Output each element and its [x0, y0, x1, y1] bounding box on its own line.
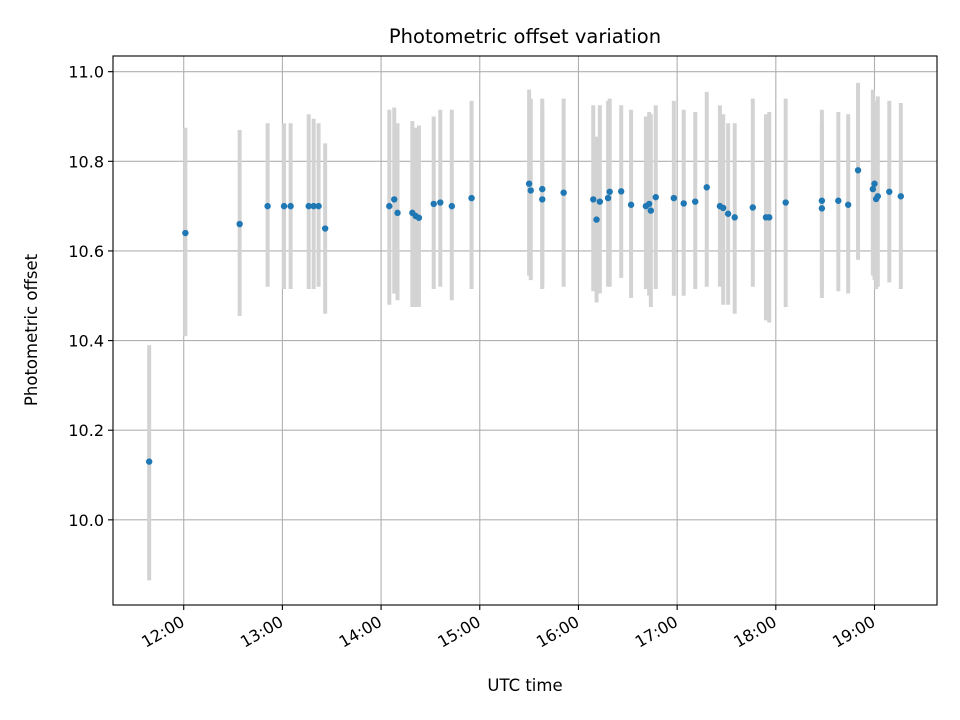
- y-axis-label: Photometric offset: [22, 253, 41, 406]
- data-point: [618, 188, 625, 195]
- data-point: [782, 199, 789, 206]
- data-point: [719, 204, 727, 212]
- data-point: [670, 194, 678, 202]
- plot-area: [113, 56, 937, 605]
- data-point: [468, 194, 475, 202]
- data-point: [182, 229, 189, 237]
- data-point: [703, 184, 710, 191]
- data-point: [236, 220, 243, 228]
- data-point: [539, 185, 546, 193]
- x-axis-label: UTC time: [487, 676, 562, 695]
- data-point: [386, 202, 393, 210]
- data-point: [818, 205, 826, 212]
- y-tick-label: 10.4: [68, 332, 104, 351]
- data-point: [854, 167, 862, 174]
- data-point: [627, 201, 635, 208]
- data-point: [604, 194, 612, 202]
- data-point: [593, 216, 600, 223]
- data-point: [596, 198, 604, 205]
- data-point: [560, 189, 567, 196]
- data-point: [871, 180, 878, 187]
- data-point: [652, 193, 659, 201]
- data-point: [525, 180, 533, 187]
- data-point: [818, 197, 826, 204]
- y-tick-label: 10.0: [68, 511, 104, 530]
- data-point: [280, 202, 288, 210]
- chart-title: Photometric offset variation: [389, 25, 661, 48]
- data-point: [287, 202, 294, 210]
- data-points: [145, 167, 905, 465]
- data-point: [315, 202, 322, 210]
- data-point: [305, 202, 312, 210]
- data-point: [835, 197, 842, 204]
- data-point: [310, 202, 317, 210]
- data-point: [874, 193, 881, 200]
- data-point: [680, 200, 687, 207]
- plot-frame: [112, 55, 938, 606]
- data-point: [430, 200, 437, 208]
- data-point: [869, 185, 877, 193]
- data-point: [394, 209, 401, 217]
- y-tick-label: 11.0: [68, 63, 104, 82]
- data-point: [437, 199, 444, 206]
- y-tick-label: 10.6: [68, 242, 104, 261]
- data-point: [844, 201, 852, 208]
- y-tick-label: 10.8: [68, 152, 104, 171]
- data-point: [692, 198, 699, 205]
- data-point: [539, 196, 546, 203]
- data-point: [321, 225, 329, 232]
- data-point: [391, 196, 398, 203]
- data-point: [145, 458, 153, 465]
- data-point: [897, 193, 905, 200]
- y-axis-ticks: 10.0 10.2 10.4 10.6 10.8 11.0: [68, 63, 113, 530]
- data-point: [766, 214, 773, 221]
- data-point: [606, 188, 613, 195]
- data-point: [264, 202, 271, 210]
- data-point: [731, 214, 738, 221]
- data-point: [749, 204, 756, 211]
- data-point: [886, 188, 893, 195]
- data-point: [590, 196, 597, 203]
- data-point: [448, 202, 456, 210]
- data-point: [527, 187, 534, 194]
- data-point: [645, 200, 653, 208]
- data-point: [724, 210, 732, 217]
- y-tick-label: 10.2: [68, 421, 104, 440]
- data-point: [647, 207, 655, 214]
- data-point: [415, 214, 423, 221]
